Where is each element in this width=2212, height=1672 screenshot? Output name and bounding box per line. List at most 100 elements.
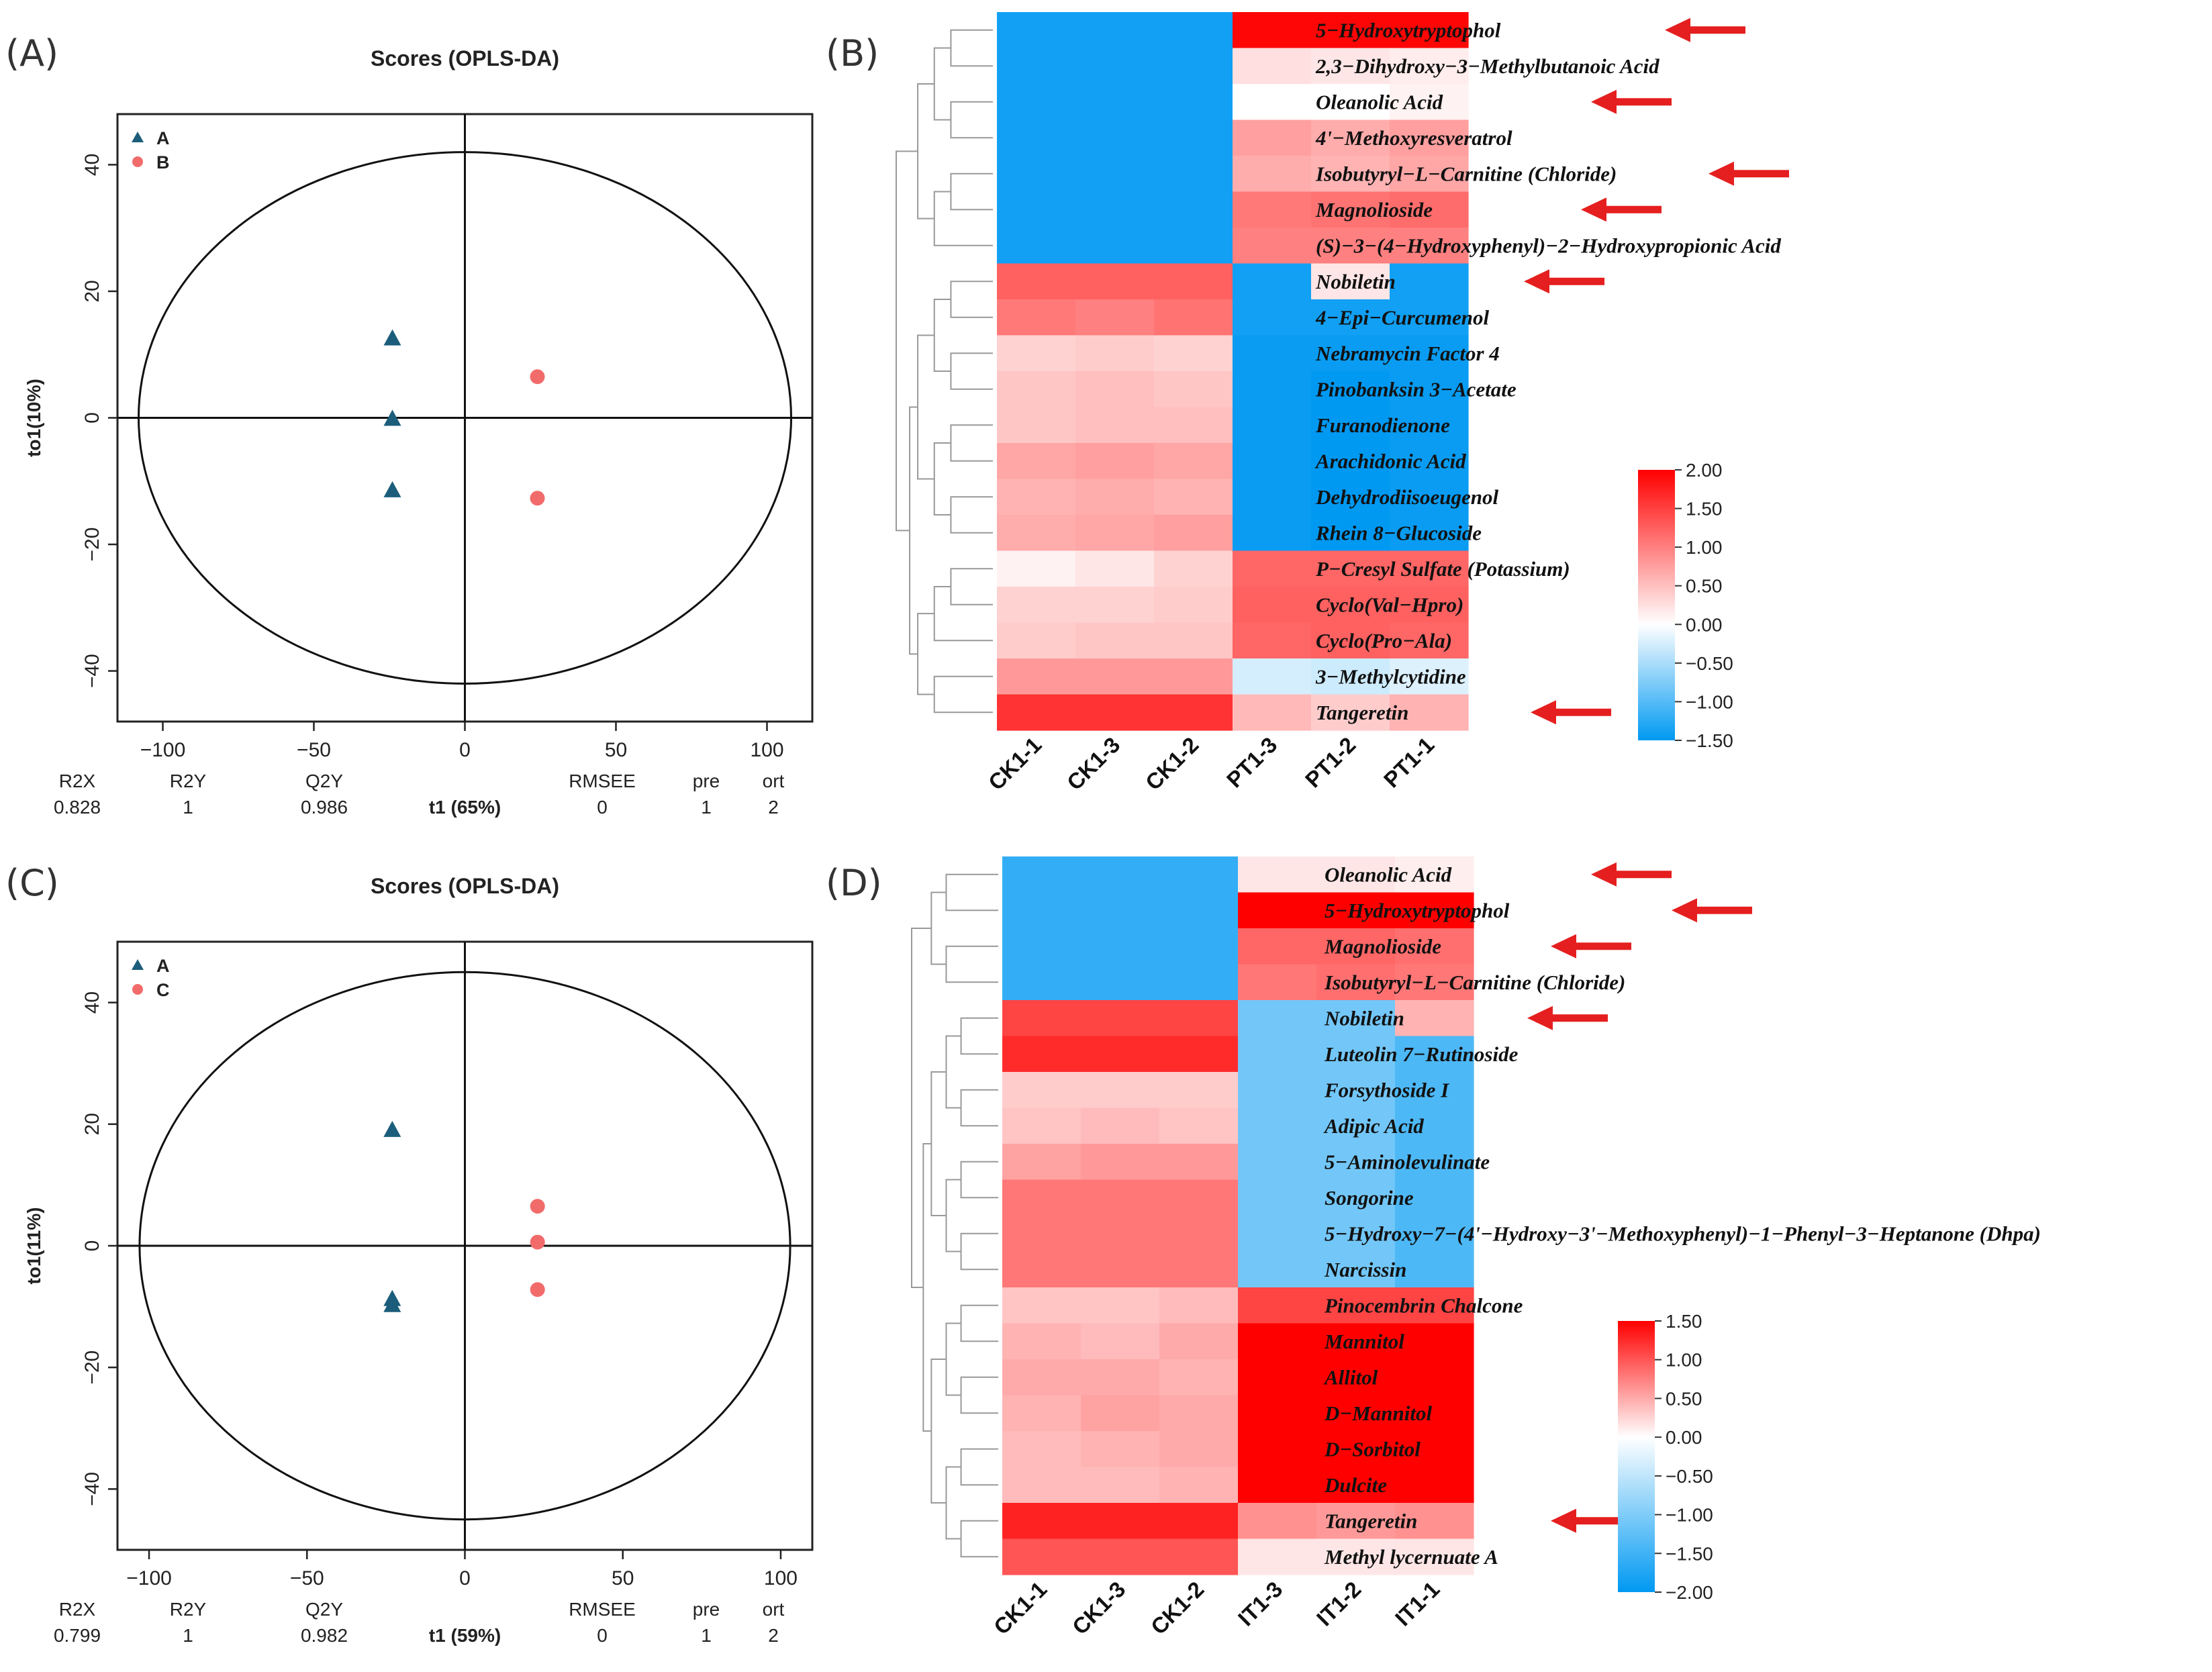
- y-tick-label: −20: [81, 1350, 103, 1385]
- heatmap-cell: [1075, 84, 1155, 121]
- x-tick-label: 100: [750, 739, 783, 761]
- heatmap-cell: [1238, 1216, 1317, 1252]
- heatmap-cell: [1238, 1036, 1317, 1073]
- x-tick-label: 100: [764, 1567, 798, 1589]
- highlight-arrow-icon: [1591, 89, 1672, 114]
- y-tick-label: −40: [81, 654, 103, 688]
- heatmap-cell: [1390, 443, 1469, 480]
- dendrogram-branch: [917, 83, 934, 219]
- arrow-head: [1672, 898, 1697, 923]
- heatmap-cell: [1390, 191, 1469, 228]
- heatmap-cell: [1081, 928, 1160, 965]
- dendrogram-branch: [945, 1179, 961, 1252]
- heatmap-cell: [1075, 371, 1155, 408]
- heatmap-cell: [997, 658, 1076, 695]
- row-dendrogram: [911, 873, 998, 1558]
- heatmap-cell: [1233, 84, 1312, 121]
- stat-value: 0.799: [54, 1625, 101, 1646]
- heatmap-cell: [1390, 407, 1469, 444]
- data-point-circle: [530, 369, 545, 385]
- colorbar-tick-label: 0.00: [1686, 614, 1723, 635]
- heatmap-cell: [1002, 856, 1081, 893]
- heatmap-cell: [1311, 515, 1390, 552]
- heatmap-cell: [1311, 587, 1390, 624]
- row-label: 4−Epi−Curcumenol: [1315, 306, 1489, 330]
- heatmap-cell: [997, 515, 1076, 552]
- row-label: 5−Hydroxytryptophol: [1316, 19, 1501, 42]
- row-label: Luteolin 7−Rutinoside: [1324, 1042, 1519, 1066]
- colorbar-tick-label: 1.00: [1686, 537, 1723, 558]
- row-label: Oleanolic Acid: [1316, 91, 1443, 114]
- arrow-head: [1591, 89, 1617, 114]
- heatmap-cell: [1311, 407, 1390, 444]
- heatmap-cell: [1154, 48, 1233, 85]
- heatmap-cell: [1316, 1538, 1396, 1575]
- legend-marker-circle: [132, 984, 143, 995]
- heatmap-cell: [1311, 550, 1390, 587]
- heatmap-cell: [1311, 622, 1390, 659]
- heatmap-cell: [1311, 119, 1390, 156]
- stat-value: 1: [701, 1625, 712, 1646]
- heatmap-cell: [1311, 84, 1390, 121]
- data-point-triangle: [383, 409, 401, 426]
- scores-plot-c: Scores (OPLS-DA)−100 −50 0 50 100−40−2002040…: [23, 874, 814, 1646]
- heatmap-cell: [1002, 1216, 1081, 1252]
- highlight-arrow-icon: [1527, 1005, 1608, 1030]
- heatmap-cell: [1238, 1395, 1317, 1432]
- heatmap-cell: [1233, 587, 1312, 624]
- row-label: Furanodienone: [1315, 413, 1450, 437]
- heatmap-cell: [1238, 1538, 1317, 1575]
- heatmap-cell: [1081, 1467, 1160, 1504]
- highlight-arrow-icon: [1524, 269, 1604, 294]
- row-label: Arachidonic Acid: [1314, 450, 1466, 473]
- highlight-arrow-icon: [1709, 161, 1789, 186]
- y-tick-label: 0: [81, 412, 103, 424]
- heatmap-cell: [1233, 371, 1312, 408]
- heatmap-cell: [1238, 1431, 1317, 1468]
- heatmap-cell: [997, 479, 1076, 515]
- heatmap-cell: [1081, 1359, 1160, 1396]
- heatmap-cell: [1316, 1072, 1396, 1109]
- stat-label: pre: [693, 1599, 720, 1620]
- heatmap-cell: [1002, 1144, 1081, 1181]
- y-axis-label: to1(11%): [23, 1207, 44, 1284]
- heatmap-cell: [1233, 550, 1312, 587]
- heatmap-cell: [1159, 1036, 1239, 1073]
- dendrogram-branch: [945, 1322, 961, 1396]
- heatmap-cell: [1390, 622, 1469, 659]
- heatmap-cell: [1159, 1395, 1239, 1432]
- arrow-head: [1551, 1508, 1576, 1533]
- row-label: D−Mannitol: [1324, 1401, 1432, 1425]
- heatmap-cell: [997, 191, 1076, 228]
- heatmap-cell: [1316, 1467, 1396, 1504]
- heatmap-b: 5−Hydroxytryptophol 2,3−Dihydroxy−3−Methy…: [896, 12, 1789, 795]
- heatmap-cell: [1002, 1395, 1081, 1432]
- heatmap-cell: [1154, 622, 1233, 659]
- heatmap-cell: [1316, 1000, 1396, 1037]
- column-label: CK1-1: [989, 1577, 1052, 1640]
- confidence-ellipse: [138, 151, 792, 685]
- heatmap-cell: [997, 550, 1076, 587]
- row-label: Tangeretin: [1325, 1510, 1417, 1533]
- dendrogram-branch: [945, 1035, 961, 1109]
- row-label: 5−Aminolevulinate: [1325, 1150, 1490, 1174]
- x-tick-label: 50: [612, 1567, 634, 1589]
- chart-title: Scores (OPLS-DA): [371, 46, 559, 70]
- dendrogram-branch: [950, 281, 993, 318]
- heatmap-cell: [1081, 1538, 1160, 1575]
- heatmap-cell: [1316, 1503, 1396, 1540]
- heatmap-cell: [1390, 335, 1469, 372]
- x-tick-label: 50: [605, 739, 627, 761]
- row-label: Mannitol: [1324, 1330, 1404, 1353]
- dendrogram-branch: [917, 334, 934, 480]
- heatmap-cell: [1002, 1467, 1081, 1504]
- row-label: Methyl lycernuate A: [1324, 1545, 1498, 1569]
- heatmap-cell: [1154, 658, 1233, 695]
- x-tick-label: −100: [126, 1567, 172, 1589]
- highlight-arrow-icon: [1551, 934, 1631, 958]
- heatmap-cell: [1395, 856, 1474, 893]
- heatmap-cell: [1075, 12, 1155, 49]
- heatmap-cell: [1233, 156, 1312, 193]
- dendrogram-branch: [930, 891, 947, 965]
- heatmap-cell: [1390, 228, 1469, 264]
